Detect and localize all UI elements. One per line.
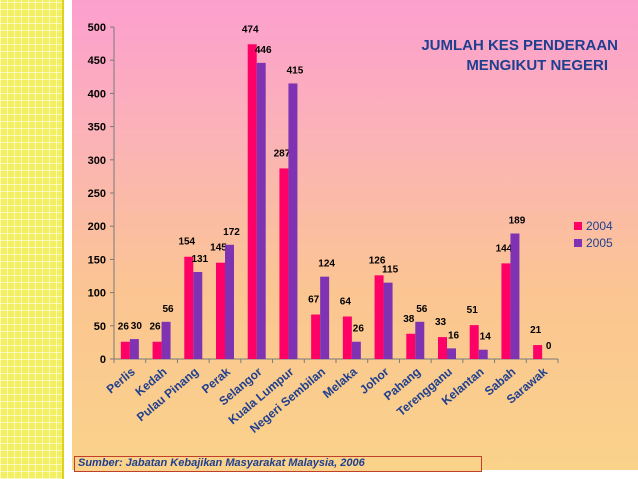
y-tick-label: 50: [94, 321, 106, 333]
bar-2005-johor: [383, 282, 393, 359]
y-tick-label: 400: [88, 88, 106, 100]
data-label: 126: [369, 255, 386, 266]
y-tick-label: 200: [88, 221, 106, 233]
chart-title-line-2: MENGIKUT NEGERI: [466, 57, 608, 74]
data-label: 30: [131, 321, 143, 332]
data-label: 115: [382, 265, 399, 276]
data-label: 26: [118, 322, 130, 333]
y-tick-label: 450: [88, 55, 106, 67]
data-label: 124: [318, 259, 335, 270]
data-label: 172: [223, 227, 240, 238]
data-label: 0: [546, 341, 552, 352]
data-label: 154: [178, 237, 195, 248]
bar-2005-pahang: [415, 321, 425, 359]
data-label: 144: [496, 243, 513, 254]
bar-2004-selangor: [247, 44, 257, 359]
chart-title-line-1: JUMLAH KES PENDERAAN: [421, 37, 618, 54]
legend-swatch-2005: [574, 239, 582, 247]
bar-2004-terengganu: [438, 337, 447, 359]
data-label: 26: [150, 322, 162, 333]
bar-2005-negeri-sembilan: [320, 276, 330, 359]
legend-swatch-2004: [574, 222, 582, 230]
bar-2004-melaka: [342, 316, 352, 359]
bar-2004-negeri-sembilan: [311, 314, 321, 359]
data-label: 51: [467, 305, 479, 316]
bar-2005-selangor: [256, 62, 266, 360]
y-tick-label: 0: [100, 354, 106, 366]
data-label: 56: [416, 304, 428, 315]
data-label: 287: [274, 148, 291, 159]
bar-2004-kuala-lumpur: [279, 168, 289, 359]
data-label: 16: [448, 330, 460, 341]
bar-2005-melaka: [351, 341, 361, 359]
y-tick-label: 100: [88, 288, 106, 300]
bar-2005-sabah: [510, 233, 520, 359]
y-tick-label: 300: [88, 155, 106, 167]
category-label: Melaka: [320, 364, 360, 401]
decorative-side-stripe: [0, 0, 64, 479]
data-label: 64: [340, 297, 352, 308]
bar-2004-kedah: [152, 341, 162, 359]
bar-2004-kelantan: [469, 325, 479, 359]
y-tick-label: 350: [88, 122, 106, 134]
data-label: 56: [163, 304, 175, 315]
bar-2005-kelantan: [478, 349, 488, 359]
bar-2004-johor: [374, 275, 384, 359]
data-label: 33: [435, 317, 447, 328]
bar-2005-kedah: [161, 321, 171, 359]
legend-label-2004: 2004: [586, 219, 613, 233]
bar-2005-terengganu: [447, 348, 456, 359]
data-label: 67: [308, 295, 320, 306]
data-label: 189: [509, 216, 526, 227]
legend-label-2005: 2005: [586, 236, 613, 250]
y-tick-label: 150: [88, 254, 106, 266]
bar-2004-pahang: [406, 333, 416, 359]
bar-2005-perak: [225, 244, 234, 359]
data-label: 38: [403, 314, 415, 325]
chart-panel: [72, 0, 638, 470]
bar-2004-sarawak: [533, 345, 543, 359]
bar-2005-perlis: [129, 339, 139, 359]
bar-2004-perak: [216, 262, 225, 359]
y-tick-label: 250: [88, 188, 106, 200]
data-label: 14: [480, 332, 492, 343]
y-tick-label: 500: [88, 22, 106, 34]
bar-2004-sabah: [501, 263, 511, 359]
data-label: 145: [210, 243, 227, 254]
data-label: 131: [191, 254, 208, 265]
bar-2004-perlis: [120, 341, 130, 359]
bar-2005-pulau-pinang: [193, 272, 203, 359]
data-label: 26: [353, 324, 365, 335]
data-label: 446: [255, 45, 272, 56]
data-label: 415: [287, 65, 304, 76]
category-label: Perlis: [104, 364, 138, 396]
data-label: 21: [530, 325, 542, 336]
bar-2004-pulau-pinang: [184, 256, 194, 359]
bar-2005-kuala-lumpur: [288, 83, 298, 359]
data-label: 474: [242, 24, 259, 35]
source-note: Sumber: Jabatan Kebajikan Masyarakat Mal…: [74, 456, 482, 472]
